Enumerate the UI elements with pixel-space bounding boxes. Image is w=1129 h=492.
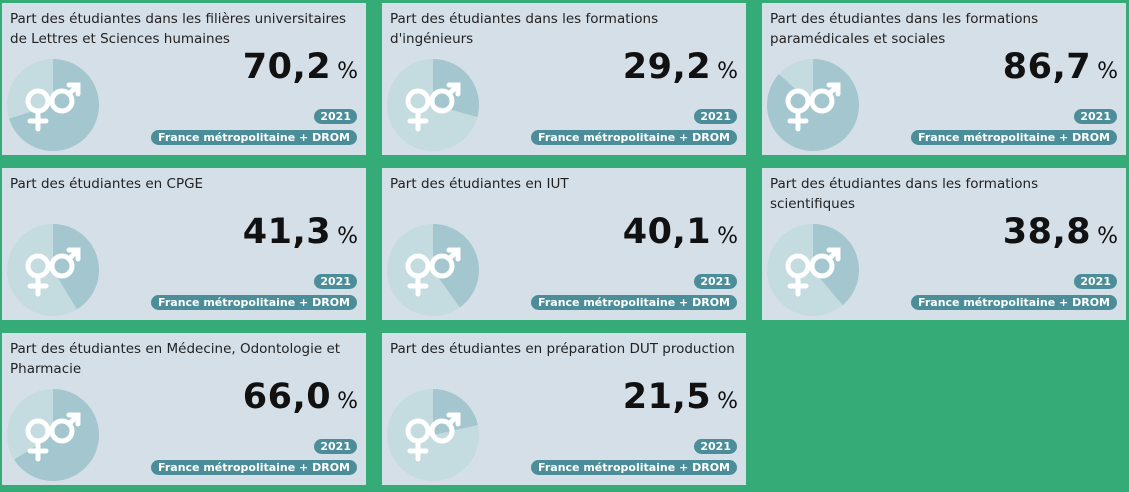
indicator-value: 41,3 <box>242 212 332 252</box>
female-male-gender-icon <box>405 412 461 462</box>
female-male-gender-icon <box>785 247 841 297</box>
indicator-value: 21,5 <box>622 377 712 417</box>
unit-label: % <box>717 389 738 414</box>
value-row: 70,2% <box>243 47 358 87</box>
indicator-card: Part des étudiantes dans les filières un… <box>2 3 366 155</box>
year-badge: 2021 <box>1074 274 1117 289</box>
year-badge: 2021 <box>694 439 737 454</box>
share-pie-chart <box>7 224 99 316</box>
unit-label: % <box>337 224 358 249</box>
value-row: 29,2% <box>623 47 738 87</box>
geo-badge: France métropolitaine + DROM <box>151 460 357 475</box>
unit-label: % <box>337 389 358 414</box>
value-row: 41,3% <box>243 212 358 252</box>
share-pie-chart <box>767 224 859 316</box>
year-badge: 2021 <box>694 109 737 124</box>
card-title: Part des étudiantes en IUT <box>390 176 569 192</box>
indicator-value: 29,2 <box>622 47 712 87</box>
indicator-card: Part des étudiantes dans les formations … <box>762 3 1126 155</box>
indicator-card: Part des étudiantes dans les formations … <box>762 168 1126 320</box>
female-male-gender-icon <box>25 247 81 297</box>
card-title: Part des étudiantes en CPGE <box>10 176 204 192</box>
unit-label: % <box>1097 224 1118 249</box>
female-male-gender-icon <box>785 82 841 132</box>
card-title: Part des étudiantes en préparation DUT p… <box>390 341 735 357</box>
year-badge: 2021 <box>694 274 737 289</box>
unit-label: % <box>717 59 738 84</box>
unit-label: % <box>717 224 738 249</box>
indicator-card: Part des étudiantes en IUT 40,1% 2021 Franc… <box>382 168 746 320</box>
year-badge: 2021 <box>1074 109 1117 124</box>
geo-badge: France métropolitaine + DROM <box>531 295 737 310</box>
year-badge: 2021 <box>314 439 357 454</box>
year-badge: 2021 <box>314 109 357 124</box>
pie-slice-women <box>14 389 99 481</box>
indicator-card: Part des étudiantes dans les formations … <box>382 3 746 155</box>
indicator-value: 70,2 <box>242 47 332 87</box>
female-male-gender-icon <box>25 82 81 132</box>
value-row: 40,1% <box>623 212 738 252</box>
share-pie-chart <box>7 59 99 151</box>
value-row: 21,5% <box>623 377 738 417</box>
pie-slice-women <box>53 224 99 310</box>
geo-badge: France métropolitaine + DROM <box>911 130 1117 145</box>
card-title: Part des étudiantes dans les formations … <box>770 11 1039 47</box>
year-badge: 2021 <box>314 274 357 289</box>
indicator-value: 38,8 <box>1002 212 1092 252</box>
female-male-gender-icon <box>405 247 461 297</box>
indicator-value: 66,0 <box>242 377 332 417</box>
pie-slice-women <box>813 224 859 306</box>
female-male-gender-icon <box>405 82 461 132</box>
card-title: Part des étudiantes dans les formations … <box>390 11 659 47</box>
indicator-card: Part des étudiantes en Médecine, Odontol… <box>2 333 366 485</box>
share-pie-chart <box>767 59 859 151</box>
unit-label: % <box>337 59 358 84</box>
share-pie-chart <box>7 389 99 481</box>
card-title: Part des étudiantes dans les filières un… <box>10 11 347 47</box>
card-title: Part des étudiantes en Médecine, Odontol… <box>10 341 341 377</box>
geo-badge: France métropolitaine + DROM <box>531 460 737 475</box>
geo-badge: France métropolitaine + DROM <box>151 130 357 145</box>
indicator-value: 40,1 <box>622 212 712 252</box>
geo-badge: France métropolitaine + DROM <box>531 130 737 145</box>
share-pie-chart <box>387 389 479 481</box>
card-title: Part des étudiantes dans les formations … <box>770 176 1039 212</box>
unit-label: % <box>1097 59 1118 84</box>
share-pie-chart <box>387 59 479 151</box>
value-row: 66,0% <box>243 377 358 417</box>
indicator-value: 86,7 <box>1002 47 1092 87</box>
value-row: 86,7% <box>1003 47 1118 87</box>
geo-badge: France métropolitaine + DROM <box>911 295 1117 310</box>
pie-slice-women <box>433 224 479 308</box>
indicator-card: Part des étudiantes en préparation DUT p… <box>382 333 746 485</box>
value-row: 38,8% <box>1003 212 1118 252</box>
share-pie-chart <box>387 224 479 316</box>
indicator-card: Part des étudiantes en CPGE 41,3% 2021 Fran… <box>2 168 366 320</box>
geo-badge: France métropolitaine + DROM <box>151 295 357 310</box>
female-male-gender-icon <box>25 412 81 462</box>
